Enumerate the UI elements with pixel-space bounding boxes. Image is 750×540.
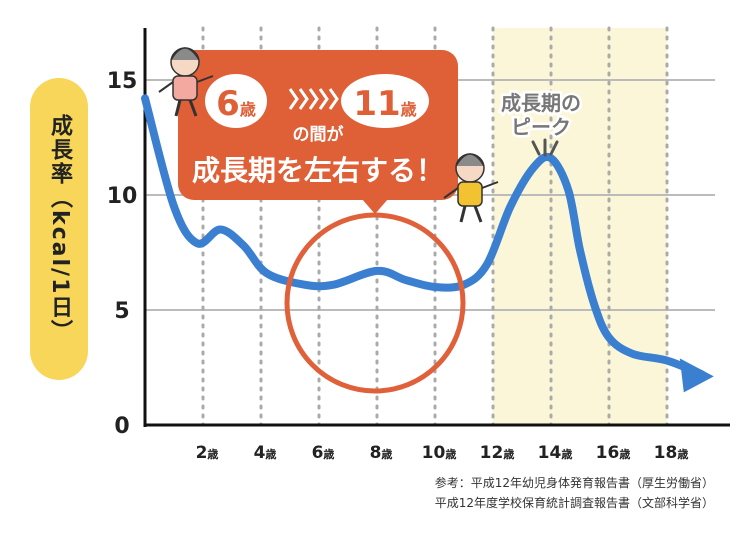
- child-illustration-older-body: [457, 181, 483, 207]
- banner-chevron: [288, 88, 299, 110]
- series-arrowhead: [679, 358, 714, 393]
- x-tick-label-18: 18歳: [654, 443, 689, 463]
- banner-chevron: [318, 88, 329, 110]
- source-line-1: 参考：平成12年幼児身体発育報告書（厚生労働省）: [434, 476, 714, 490]
- child-illustration-small-leg-right: [188, 99, 198, 117]
- y-axis-label: 成長率（kcal/1日）: [47, 114, 72, 344]
- x-tick-label-2: 2歳: [196, 443, 219, 463]
- peak-emphasis-marks: [531, 138, 559, 157]
- banner-chevron: [328, 88, 339, 110]
- highlight-circle: [284, 212, 466, 394]
- child-illustration-older-hair: [455, 153, 485, 167]
- y-tick-label-10: 10: [107, 184, 138, 209]
- child-illustration-older-leg-left: [459, 205, 467, 223]
- banner-age-from-bubble: [205, 74, 267, 128]
- y-tick-label-0: 0: [114, 414, 129, 439]
- x-tick-label-14: 14歳: [538, 443, 573, 463]
- banner-message: 成長期を左右する！: [192, 154, 444, 187]
- x-tick-label-10: 10歳: [422, 443, 457, 463]
- source-line-2: 平成12年度学校保育統計調査報告書（文部科学省）: [434, 496, 714, 510]
- peak-label-line1: 成長期の: [501, 91, 581, 115]
- child-illustration-older-arm-left: [443, 187, 459, 199]
- y-tick-label-15: 15: [107, 69, 138, 94]
- child-illustration-small-body: [172, 75, 198, 101]
- banner-pointer: [362, 199, 388, 214]
- x-tick-label-16: 16歳: [596, 443, 631, 463]
- highlight-band: [493, 28, 667, 425]
- peak-label-line2: ピーク: [511, 115, 571, 139]
- child-illustration-small-arm-right: [196, 75, 214, 83]
- child-illustration-small-hair: [170, 47, 200, 61]
- x-tick-label-4: 4歳: [254, 443, 277, 463]
- x-tick-label-12: 12歳: [480, 443, 515, 463]
- y-tick-label-5: 5: [114, 299, 129, 324]
- banner-chevron: [308, 88, 319, 110]
- x-tick-label-8: 8歳: [370, 443, 393, 463]
- child-illustration-older-arm-right: [481, 181, 499, 189]
- child-illustration-small-arm-left: [158, 81, 174, 93]
- child-illustration-small-leg-left: [174, 99, 182, 117]
- banner-chevron: [298, 88, 309, 110]
- x-tick-label-6: 6歳: [312, 443, 335, 463]
- child-illustration-older-leg-right: [473, 205, 483, 223]
- y-axis-label-pill: 成長率（kcal/1日）: [30, 78, 88, 380]
- banner-connector: の間が: [293, 124, 344, 145]
- banner-age-to-bubble: [341, 74, 429, 128]
